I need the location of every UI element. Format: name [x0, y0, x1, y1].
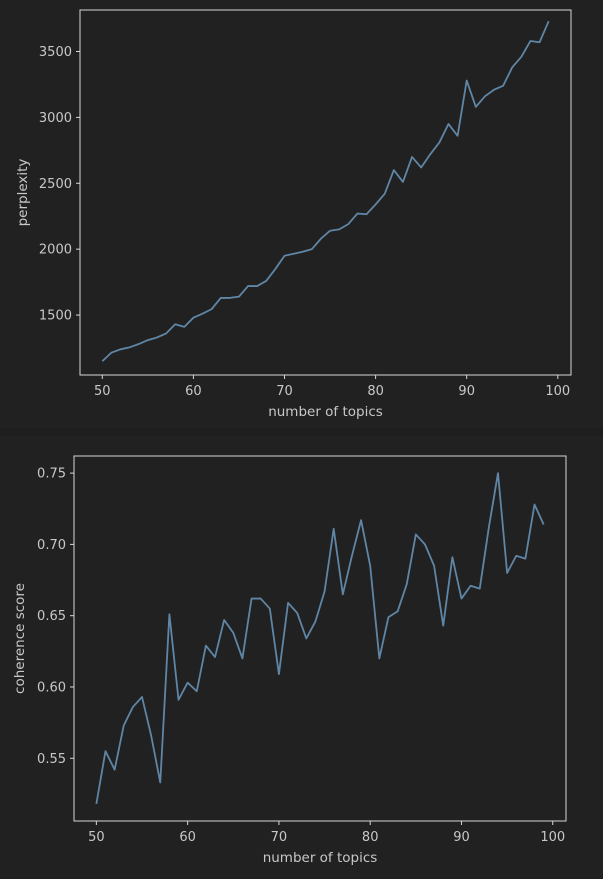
series-line	[95, 472, 545, 805]
y-tick-label: 0.65	[37, 609, 66, 624]
y-tick-label: 0.55	[37, 752, 66, 767]
x-tick-label: 100	[545, 384, 570, 399]
x-tick-label: 80	[362, 830, 379, 845]
perplexity-chart-panel: 50 60 70 80 90 100 1500 2000 2500 3000 3500 number …	[0, 0, 603, 428]
x-tick-label: 90	[453, 830, 470, 845]
coherence-chart-panel: 50 60 70 80 90 100 0.55 0.60 0.65 0.70 0.75 number …	[0, 436, 603, 879]
x-tick-label: 90	[458, 384, 475, 399]
y-tick-label: 2000	[39, 243, 72, 258]
x-tick-label: 50	[94, 384, 111, 399]
y-tick-label: 1500	[39, 309, 72, 324]
y-tick-label: 3000	[39, 111, 72, 126]
x-tick-label: 70	[276, 384, 293, 399]
series-line	[101, 20, 550, 362]
y-tick-label: 0.60	[37, 680, 66, 695]
x-tick-label: 70	[271, 830, 288, 845]
x-axis-label: number of topics	[263, 850, 378, 866]
x-tick-label: 50	[88, 830, 105, 845]
plot-frame	[79, 9, 572, 376]
x-tick-label: 60	[179, 830, 196, 845]
y-tick-label: 0.70	[37, 538, 66, 553]
plot-frame	[73, 455, 567, 822]
y-tick-label: 2500	[39, 177, 72, 192]
x-axis-label: number of topics	[268, 404, 383, 420]
y-axis-label: coherence score	[12, 583, 28, 694]
y-tick-label: 3500	[39, 45, 72, 60]
x-tick-label: 60	[185, 384, 202, 399]
coherence-chart: 50 60 70 80 90 100 0.55 0.60 0.65 0.70 0.75 number …	[12, 455, 567, 866]
perplexity-chart: 50 60 70 80 90 100 1500 2000 2500 3000 3500 number …	[15, 9, 572, 420]
x-tick-label: 100	[540, 830, 565, 845]
x-tick-label: 80	[367, 384, 384, 399]
y-tick-label: 0.75	[37, 467, 66, 482]
y-axis-label: perplexity	[15, 159, 31, 227]
